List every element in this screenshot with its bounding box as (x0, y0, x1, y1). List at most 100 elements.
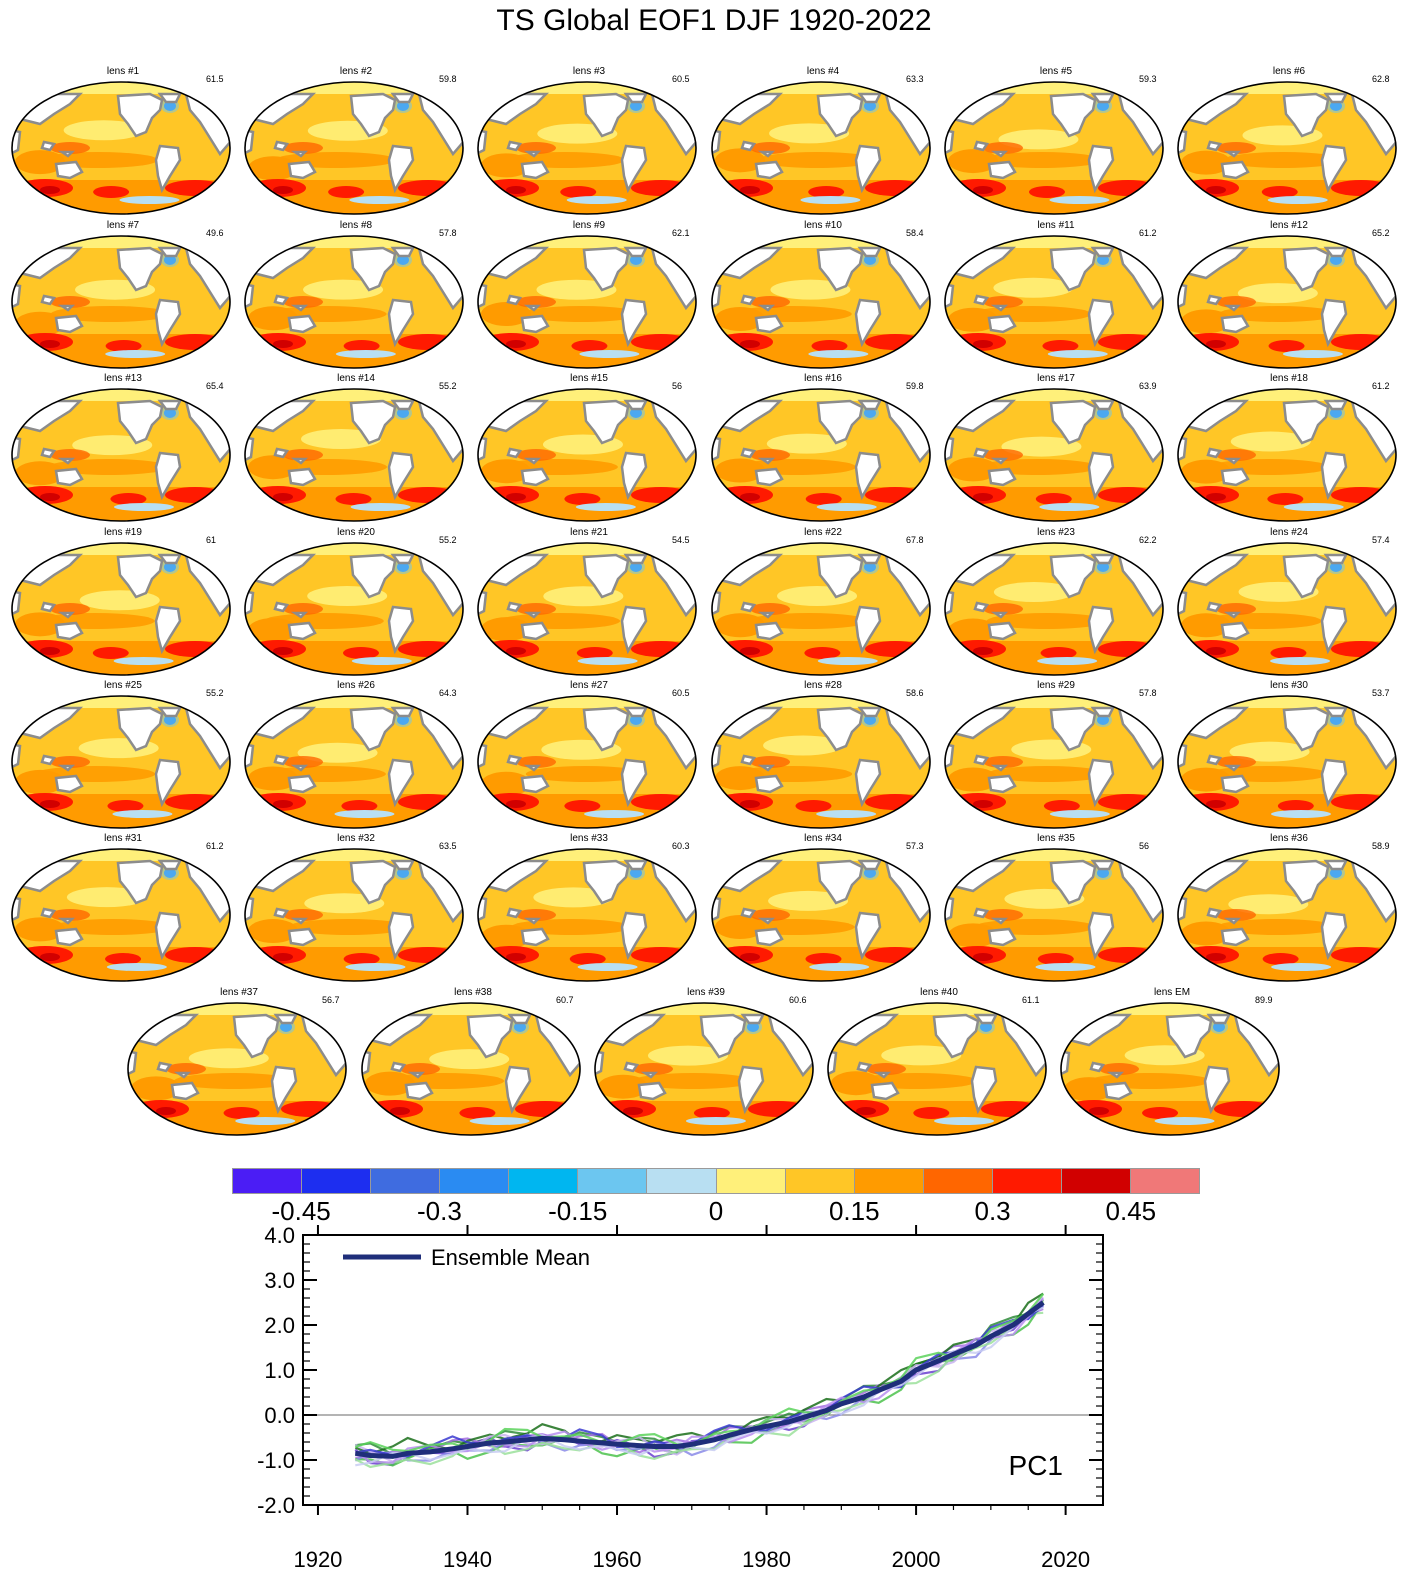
map-outline (1177, 848, 1397, 982)
map-panel: lens #28 58.6 (710, 680, 936, 830)
map-panel: lens #16 59.8 (710, 373, 936, 523)
panel-variance: 57.4 (1372, 535, 1390, 545)
map-outline (711, 848, 931, 982)
y-tick-label: 0.0 (264, 1403, 295, 1428)
map-panel: lens #30 53.7 (1176, 680, 1402, 830)
map-image (11, 695, 231, 829)
map-panel: lens #23 62.2 (943, 527, 1169, 677)
map-panel: lens #34 57.3 (710, 833, 936, 983)
member-series-line (355, 1299, 1044, 1459)
map-panel: lens #27 60.5 (476, 680, 702, 830)
map-outline (1177, 695, 1397, 829)
map-outline (244, 695, 464, 829)
map-panel: lens #1 61.5 (10, 66, 236, 216)
map-panel: lens #4 63.3 (710, 66, 936, 216)
map-panel: lens #13 65.4 (10, 373, 236, 523)
map-outline (11, 81, 231, 215)
panel-variance: 58.9 (1372, 841, 1390, 851)
map-image (1177, 848, 1397, 982)
panel-variance: 55.2 (439, 381, 457, 391)
panel-variance: 62.1 (672, 228, 690, 238)
panel-label: lens #5 (1039, 66, 1073, 77)
panel-variance: 61.2 (1372, 381, 1390, 391)
map-panel: lens #5 59.3 (943, 66, 1169, 216)
panel-variance: 60.5 (672, 74, 690, 84)
map-outline (711, 542, 931, 676)
member-series-line (354, 1292, 1044, 1455)
map-outline (711, 235, 931, 369)
y-tick-label: -1.0 (257, 1448, 295, 1473)
colorbar-tick-label: 0.45 (1105, 1196, 1157, 1226)
panel-variance: 55.2 (206, 688, 224, 698)
colorbar-tick-label: -0.45 (271, 1196, 331, 1226)
map-panel: lens #14 55.2 (243, 373, 469, 523)
map-panel: lens EM 89.9 (1059, 987, 1285, 1137)
map-panel: lens #11 61.2 (943, 220, 1169, 370)
map-panel: lens #2 59.8 (243, 66, 469, 216)
map-panel: lens #38 60.7 (360, 987, 586, 1137)
panel-label: lens #31 (104, 833, 142, 844)
map-image (1177, 235, 1397, 369)
map-panel: lens #37 56.7 (126, 987, 352, 1137)
map-panel: lens #20 55.2 (243, 527, 469, 677)
map-panel: lens #7 49.6 (10, 220, 236, 370)
map-image (477, 235, 697, 369)
map-image (1177, 542, 1397, 676)
panel-variance: 53.7 (1372, 688, 1390, 698)
map-image (711, 848, 931, 982)
colorbar-box (1061, 1169, 1132, 1193)
panel-label: lens #7 (106, 220, 140, 231)
y-tick-label: 1.0 (264, 1358, 295, 1383)
panel-label: lens #30 (1270, 680, 1308, 691)
map-outline (244, 81, 464, 215)
panel-variance: 57.8 (439, 228, 457, 238)
map-outline (711, 81, 931, 215)
panel-label: lens #1 (106, 66, 140, 77)
colorbar-box (1131, 1169, 1200, 1193)
panel-variance: 59.3 (1139, 74, 1157, 84)
map-image (11, 542, 231, 676)
panel-label: lens #22 (804, 527, 842, 538)
colorbar-box (716, 1169, 786, 1193)
panel-variance: 56 (1139, 841, 1150, 851)
panel-label: lens #2 (339, 66, 373, 77)
map-image (244, 388, 464, 522)
map-image (711, 695, 931, 829)
panel-variance: 89.9 (1255, 995, 1273, 1005)
map-outline (944, 235, 1164, 369)
map-panel: lens #8 57.8 (243, 220, 469, 370)
map-image (1060, 1002, 1280, 1136)
map-outline (11, 235, 231, 369)
map-outline (1177, 388, 1397, 522)
legend-label: Ensemble Mean (431, 1245, 590, 1270)
map-outline (1060, 1002, 1280, 1136)
map-panel: lens #31 61.2 (10, 833, 236, 983)
map-image (127, 1002, 347, 1136)
map-image (1177, 388, 1397, 522)
map-outline (361, 1002, 581, 1136)
map-image (477, 81, 697, 215)
panel-label: lens #4 (806, 66, 840, 77)
panel-label: lens #6 (1272, 66, 1306, 77)
map-image (711, 81, 931, 215)
map-outline (477, 542, 697, 676)
panel-variance: 56.7 (322, 995, 340, 1005)
map-image (11, 848, 231, 982)
colorbar-box (371, 1169, 441, 1193)
x-tick-label: 1920 (293, 1547, 342, 1572)
x-tick-label: 1940 (443, 1547, 492, 1572)
colorbar-box (233, 1169, 303, 1193)
map-panel: lens #22 67.8 (710, 527, 936, 677)
panel-variance: 63.3 (906, 74, 924, 84)
colorbar-box (578, 1169, 648, 1193)
map-panel: lens #35 56 (943, 833, 1169, 983)
map-outline (477, 695, 697, 829)
map-panel: lens #6 62.8 (1176, 66, 1402, 216)
map-outline (477, 235, 697, 369)
panel-variance: 49.6 (206, 228, 224, 238)
panel-variance: 55.2 (439, 535, 457, 545)
map-image (1177, 81, 1397, 215)
x-tick-label: 1960 (593, 1547, 642, 1572)
map-image (477, 848, 697, 982)
panel-variance: 64.3 (439, 688, 457, 698)
